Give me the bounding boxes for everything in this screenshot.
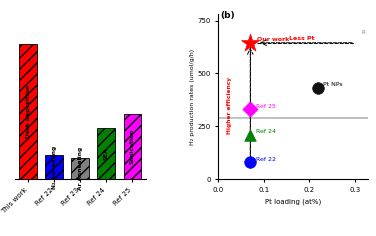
Ellipse shape [0, 59, 376, 177]
Point [247, 133, 253, 137]
Point [247, 160, 253, 164]
Bar [97, 128, 115, 179]
Text: Higher efficiency: Higher efficiency [227, 77, 232, 134]
Bar [19, 44, 37, 179]
Text: (b): (b) [221, 11, 235, 20]
Point [247, 41, 253, 45]
Bar [124, 114, 141, 179]
Text: R: R [362, 30, 365, 35]
Y-axis label: H₂ production rates (umol/g/h): H₂ production rates (umol/g/h) [190, 49, 195, 145]
Text: Pt NPs: Pt NPs [323, 82, 343, 87]
Text: Ref 25: Ref 25 [256, 104, 276, 109]
Text: Ref 24: Ref 24 [256, 129, 276, 134]
Text: SEA: SEA [104, 147, 109, 160]
Point [315, 86, 321, 90]
Text: Less Pt: Less Pt [289, 36, 314, 41]
Text: Dark deposition: Dark deposition [26, 85, 30, 138]
X-axis label: Pt loading (at%): Pt loading (at%) [265, 198, 321, 205]
Bar [71, 158, 89, 179]
Text: Sonication: Sonication [130, 129, 135, 164]
Text: N₂ Annealing: N₂ Annealing [52, 146, 57, 189]
Bar [45, 155, 63, 179]
Point [247, 108, 253, 111]
Text: Ref 22: Ref 22 [256, 157, 276, 162]
Text: Ar Annealing: Ar Annealing [78, 147, 83, 190]
Text: Our work: Our work [257, 37, 290, 42]
